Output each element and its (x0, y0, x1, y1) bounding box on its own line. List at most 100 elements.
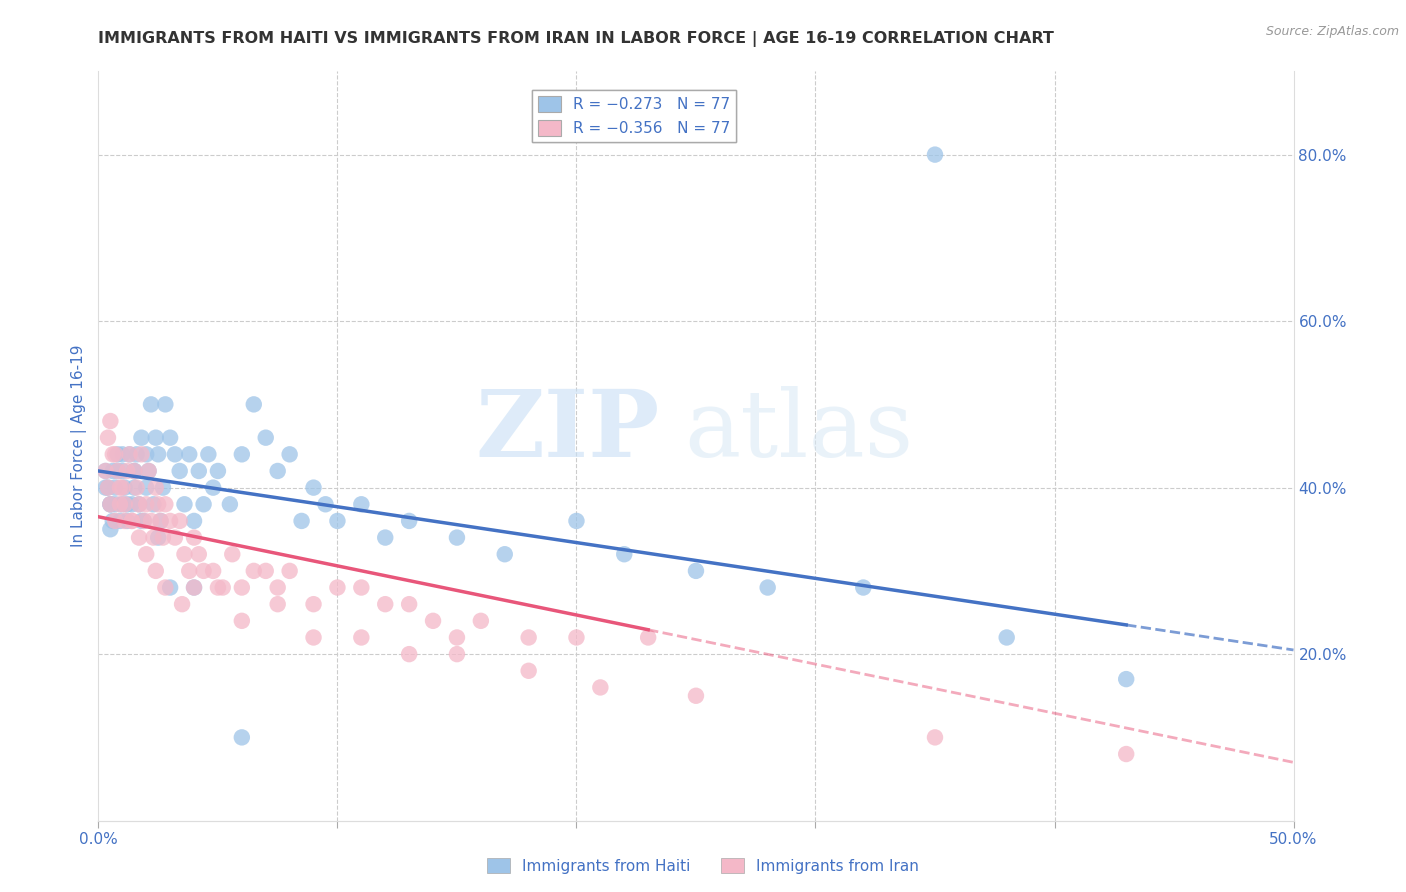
Point (135, 547, 157, 561)
Y-axis label: In Labor Force | Age 16-19: In Labor Force | Age 16-19 (72, 344, 87, 548)
Text: atlas: atlas (685, 386, 914, 476)
Point (231, 731, 253, 745)
Point (202, 564, 225, 578)
Point (193, 497, 215, 511)
Point (350, 631, 373, 645)
Point (114, 497, 136, 511)
Point (128, 497, 150, 511)
Point (207, 581, 229, 595)
Point (315, 497, 337, 511)
Point (183, 581, 205, 595)
Point (163, 531, 186, 545)
Point (278, 564, 301, 578)
Point (138, 464, 160, 478)
Point (159, 514, 181, 528)
Point (207, 464, 229, 478)
Point (135, 497, 157, 511)
Point (97, 431, 120, 445)
Point (173, 497, 195, 511)
Point (115, 497, 138, 511)
Point (101, 514, 124, 528)
Point (132, 514, 155, 528)
Point (111, 497, 134, 511)
Point (111, 447, 134, 461)
Point (108, 497, 131, 511)
Point (231, 614, 253, 628)
Point (219, 497, 242, 511)
Point (350, 497, 373, 511)
Point (924, 731, 946, 745)
Point (187, 547, 209, 561)
Point (94, 464, 117, 478)
Point (149, 514, 172, 528)
Point (267, 464, 290, 478)
Point (221, 547, 243, 561)
Point (179, 564, 201, 578)
Point (115, 464, 138, 478)
Point (107, 464, 129, 478)
Point (302, 481, 325, 495)
Point (111, 481, 134, 495)
Point (145, 481, 167, 495)
Point (98, 497, 122, 511)
Point (326, 514, 349, 528)
Point (98, 414, 122, 428)
Point (94, 464, 117, 478)
Point (118, 447, 141, 461)
Point (326, 581, 349, 595)
Point (138, 464, 160, 478)
Point (128, 531, 150, 545)
Point (135, 447, 157, 461)
Point (148, 497, 170, 511)
Point (517, 664, 540, 678)
Point (107, 464, 129, 478)
Point (128, 497, 150, 511)
Point (108, 514, 131, 528)
Point (115, 514, 138, 528)
Point (446, 531, 468, 545)
Point (422, 614, 444, 628)
Point (302, 631, 325, 645)
Point (173, 547, 195, 561)
Point (94, 481, 117, 495)
Point (183, 514, 205, 528)
Point (172, 597, 194, 611)
Point (98, 497, 122, 511)
Text: Source: ZipAtlas.com: Source: ZipAtlas.com (1265, 25, 1399, 38)
Point (291, 514, 314, 528)
Point (118, 447, 141, 461)
Point (267, 581, 290, 595)
Point (302, 597, 325, 611)
Point (104, 514, 127, 528)
Point (613, 547, 636, 561)
Point (163, 447, 186, 461)
Point (155, 497, 177, 511)
Point (114, 481, 136, 495)
Point (254, 431, 277, 445)
Point (114, 514, 136, 528)
Point (124, 481, 146, 495)
Point (124, 464, 146, 478)
Point (565, 514, 588, 528)
Point (145, 431, 167, 445)
Point (1115, 747, 1137, 761)
Point (155, 581, 177, 595)
Point (193, 564, 215, 578)
Point (107, 447, 129, 461)
Point (398, 647, 420, 661)
Point (104, 447, 127, 461)
Point (374, 531, 396, 545)
Point (446, 647, 468, 661)
Point (101, 447, 124, 461)
Point (470, 614, 492, 628)
Point (149, 514, 172, 528)
Point (139, 514, 162, 528)
Point (756, 581, 779, 595)
Point (243, 564, 266, 578)
Point (98, 497, 122, 511)
Point (517, 631, 540, 645)
Point (1115, 672, 1137, 686)
Point (125, 481, 148, 495)
Point (183, 531, 205, 545)
Point (131, 514, 153, 528)
